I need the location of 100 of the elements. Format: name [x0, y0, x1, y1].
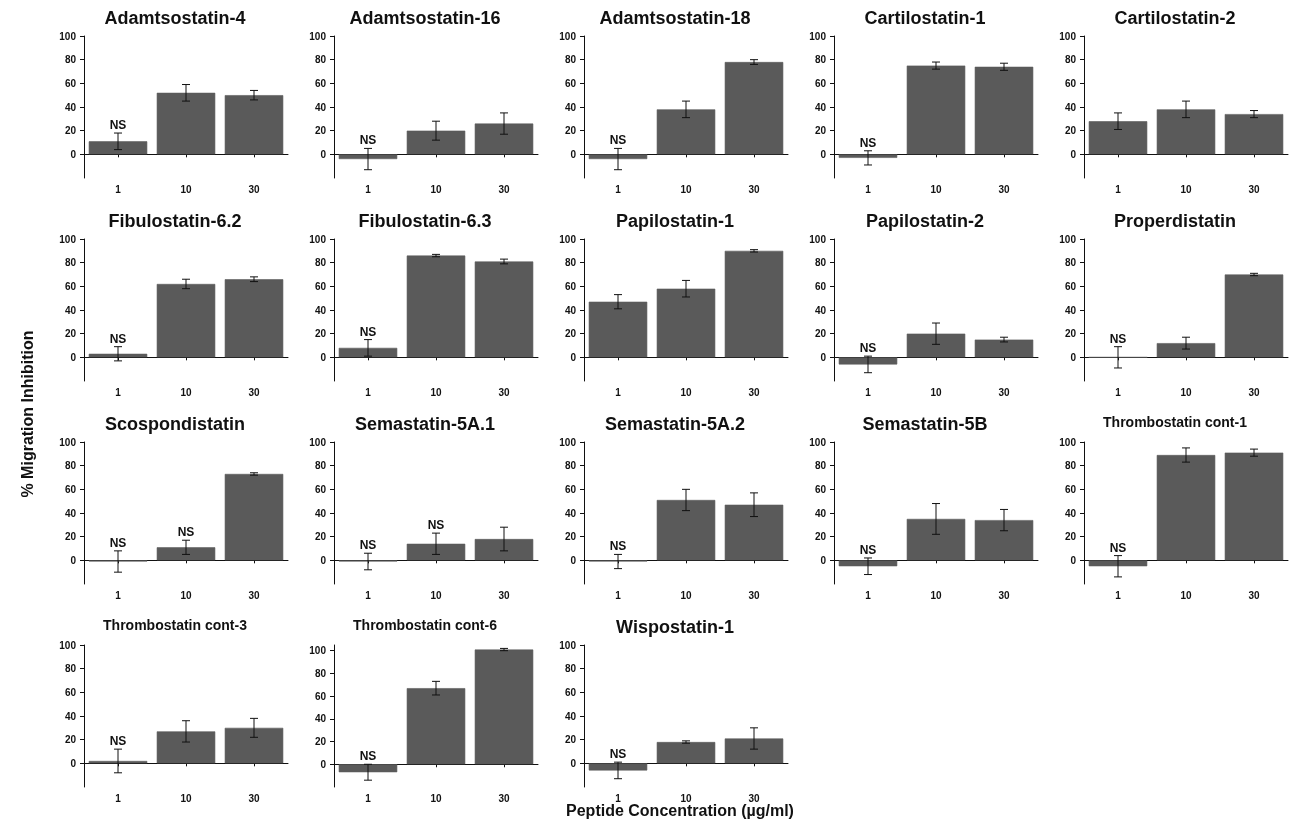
- chart-title: Cartilostatin-2: [1114, 8, 1236, 28]
- x-tick-label: 1: [615, 386, 622, 398]
- y-tick-label: 20: [314, 125, 327, 137]
- y-tick-label: 80: [314, 257, 327, 269]
- chart-title: Adamtsostatin-4: [104, 8, 246, 28]
- y-tick-label: 80: [814, 54, 827, 66]
- y-tick-label: 60: [564, 280, 577, 292]
- annotation: NS: [609, 747, 627, 762]
- x-tick-label: 30: [748, 386, 760, 398]
- y-tick-label: 0: [320, 554, 327, 566]
- y-tick-label: 40: [1064, 101, 1077, 113]
- y-tick-label: 0: [70, 757, 77, 769]
- y-tick-label: 100: [309, 645, 327, 657]
- x-tick-label: 10: [430, 183, 442, 195]
- y-tick-label: 0: [70, 148, 77, 160]
- x-tick-label: 10: [680, 792, 692, 804]
- y-tick-label: 0: [820, 554, 827, 566]
- y-tick-label: 60: [814, 77, 827, 89]
- y-tick-label: 100: [1059, 30, 1077, 42]
- x-tick-label: 30: [1248, 183, 1260, 195]
- x-tick-label: 10: [1180, 589, 1192, 601]
- annotation: NS: [609, 539, 627, 554]
- y-tick-label: 40: [564, 507, 577, 519]
- x-tick-label: 30: [498, 589, 510, 601]
- x-tick-label: 10: [1180, 386, 1192, 398]
- y-tick-label: 0: [570, 757, 577, 769]
- annotation: NS: [359, 133, 377, 148]
- y-tick-label: 80: [64, 257, 77, 269]
- y-tick-label: 100: [809, 233, 827, 245]
- y-tick-label: 80: [314, 54, 327, 66]
- annotation: NS: [109, 734, 127, 749]
- y-tick-label: 40: [814, 101, 827, 113]
- y-tick-label: 60: [314, 690, 327, 702]
- y-tick-label: 100: [559, 436, 577, 448]
- x-tick-label: 1: [1115, 386, 1122, 398]
- y-tick-label: 0: [320, 351, 327, 363]
- y-tick-label: 20: [314, 328, 327, 340]
- x-tick-label: 10: [930, 589, 942, 601]
- y-tick-label: 0: [1070, 554, 1077, 566]
- x-tick-label: 10: [930, 183, 942, 195]
- y-tick-label: 20: [814, 531, 827, 543]
- y-tick-label: 100: [809, 30, 827, 42]
- y-tick-label: 20: [564, 531, 577, 543]
- annotation: NS: [177, 525, 195, 540]
- x-tick-label: 1: [365, 589, 372, 601]
- chart-title: Scospondistatin: [104, 414, 246, 434]
- y-tick-label: 100: [309, 436, 327, 448]
- x-tick-label: 30: [748, 183, 760, 195]
- x-tick-label: 30: [498, 792, 510, 804]
- y-tick-label: 100: [59, 233, 77, 245]
- chart-title: Fibulostatin-6.3: [358, 211, 492, 231]
- y-tick-label: 40: [64, 304, 77, 316]
- y-tick-label: 40: [64, 507, 77, 519]
- annotation: NS: [427, 518, 445, 533]
- x-tick-label: 30: [748, 792, 760, 804]
- x-tick-label: 1: [115, 792, 122, 804]
- y-tick-label: 60: [814, 483, 827, 495]
- y-tick-label: 80: [314, 460, 327, 472]
- y-tick-label: 60: [64, 686, 77, 698]
- y-tick-label: 80: [64, 663, 77, 675]
- annotation: NS: [859, 135, 877, 150]
- y-tick-label: 40: [564, 710, 577, 722]
- x-tick-label: 10: [430, 589, 442, 601]
- annotation: NS: [359, 749, 377, 764]
- x-tick-label: 10: [1180, 183, 1192, 195]
- y-tick-label: 40: [64, 710, 77, 722]
- y-tick-label: 20: [1064, 125, 1077, 137]
- chart-title: Semastatin-5A.2: [604, 414, 746, 434]
- y-tick-label: 20: [564, 328, 577, 340]
- y-tick-label: 20: [564, 734, 577, 746]
- y-tick-label: 100: [59, 30, 77, 42]
- x-tick-label: 10: [930, 386, 942, 398]
- x-tick-label: 1: [1115, 589, 1122, 601]
- y-tick-label: 60: [64, 77, 77, 89]
- y-tick-label: 0: [320, 758, 327, 770]
- annotation: NS: [109, 331, 127, 346]
- y-tick-label: 40: [314, 507, 327, 519]
- x-tick-label: 1: [365, 386, 372, 398]
- x-tick-label: 30: [998, 183, 1010, 195]
- y-tick-label: 40: [564, 101, 577, 113]
- y-tick-label: 100: [309, 30, 327, 42]
- x-tick-label: 1: [865, 386, 872, 398]
- x-tick-label: 30: [998, 386, 1010, 398]
- y-tick-label: 20: [1064, 328, 1077, 340]
- y-tick-label: 60: [64, 483, 77, 495]
- y-tick-label: 80: [564, 257, 577, 269]
- annotation: NS: [359, 538, 377, 553]
- chart-title: Wispostatin-1: [616, 617, 734, 637]
- y-tick-label: 20: [814, 328, 827, 340]
- y-tick-label: 60: [314, 483, 327, 495]
- y-tick-label: 40: [564, 304, 577, 316]
- y-tick-label: 80: [814, 460, 827, 472]
- x-tick-label: 30: [498, 386, 510, 398]
- x-tick-label: 1: [1115, 183, 1122, 195]
- y-tick-label: 80: [564, 460, 577, 472]
- x-tick-label: 30: [248, 386, 260, 398]
- y-tick-label: 20: [64, 125, 77, 137]
- y-tick-label: 100: [59, 639, 77, 651]
- x-axis-title: Peptide Concentration (µg/ml): [565, 802, 795, 820]
- y-tick-label: 0: [570, 554, 577, 566]
